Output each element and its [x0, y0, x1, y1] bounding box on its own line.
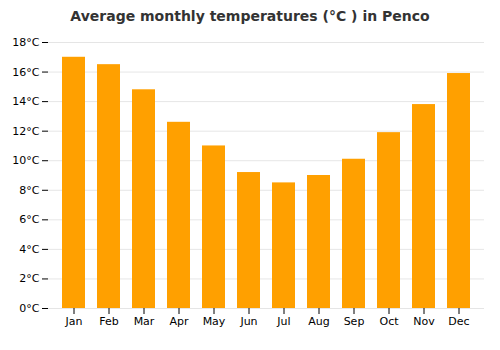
svg-text:Nov: Nov	[413, 315, 435, 328]
svg-text:18°C: 18°C	[12, 36, 39, 49]
svg-text:4°C: 4°C	[19, 243, 39, 256]
svg-text:Jul: Jul	[276, 315, 290, 328]
svg-text:Aug: Aug	[308, 315, 329, 328]
svg-text:Apr: Apr	[169, 315, 189, 328]
svg-text:Jan: Jan	[65, 315, 83, 328]
svg-text:14°C: 14°C	[12, 95, 39, 108]
svg-text:2°C: 2°C	[19, 272, 39, 285]
svg-text:0°C: 0°C	[19, 302, 39, 315]
svg-text:10°C: 10°C	[12, 154, 39, 167]
svg-text:May: May	[203, 315, 226, 328]
svg-text:12°C: 12°C	[12, 125, 39, 138]
svg-text:6°C: 6°C	[19, 213, 39, 226]
svg-text:8°C: 8°C	[19, 184, 39, 197]
svg-text:Mar: Mar	[134, 315, 155, 328]
svg-text:Jun: Jun	[239, 315, 257, 328]
svg-text:Dec: Dec	[448, 315, 469, 328]
html-text:Average monthly temperatures (: Average monthly temperatures (°C ) in Pe…	[70, 8, 430, 24]
svg-text:Sep: Sep	[344, 315, 365, 328]
svg-text:16°C: 16°C	[12, 66, 39, 79]
svg-text:Feb: Feb	[99, 315, 118, 328]
svg-text:Oct: Oct	[379, 315, 399, 328]
